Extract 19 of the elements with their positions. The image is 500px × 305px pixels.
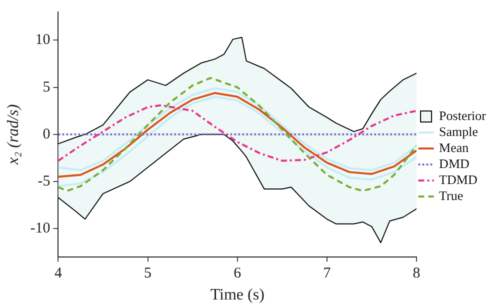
y-axis-title: x₂ (rad/s) xyxy=(4,104,22,166)
x-axis-title: Time (s) xyxy=(210,286,264,304)
legend-label: Mean xyxy=(439,140,470,155)
y-tick-label: -5 xyxy=(38,173,50,190)
x-tick-label: 5 xyxy=(144,266,152,282)
x-tick-label: 8 xyxy=(412,266,420,282)
legend-label: True xyxy=(439,188,464,203)
line-series xyxy=(58,104,417,162)
x-tick-label: 7 xyxy=(323,266,332,282)
legend-label: Posterior xyxy=(439,108,487,123)
y-tick-label: 10 xyxy=(35,32,50,48)
x-tick-label: 4 xyxy=(54,266,62,282)
y-tick-label: 5 xyxy=(42,79,50,96)
y-tick-label: -10 xyxy=(30,220,50,236)
y-tick-label: 0 xyxy=(42,126,50,142)
legend-label: Sample xyxy=(439,124,478,139)
legend-label: TDMD xyxy=(439,172,478,187)
legend-label: DMD xyxy=(439,156,470,171)
x-tick-label: 6 xyxy=(234,266,242,282)
